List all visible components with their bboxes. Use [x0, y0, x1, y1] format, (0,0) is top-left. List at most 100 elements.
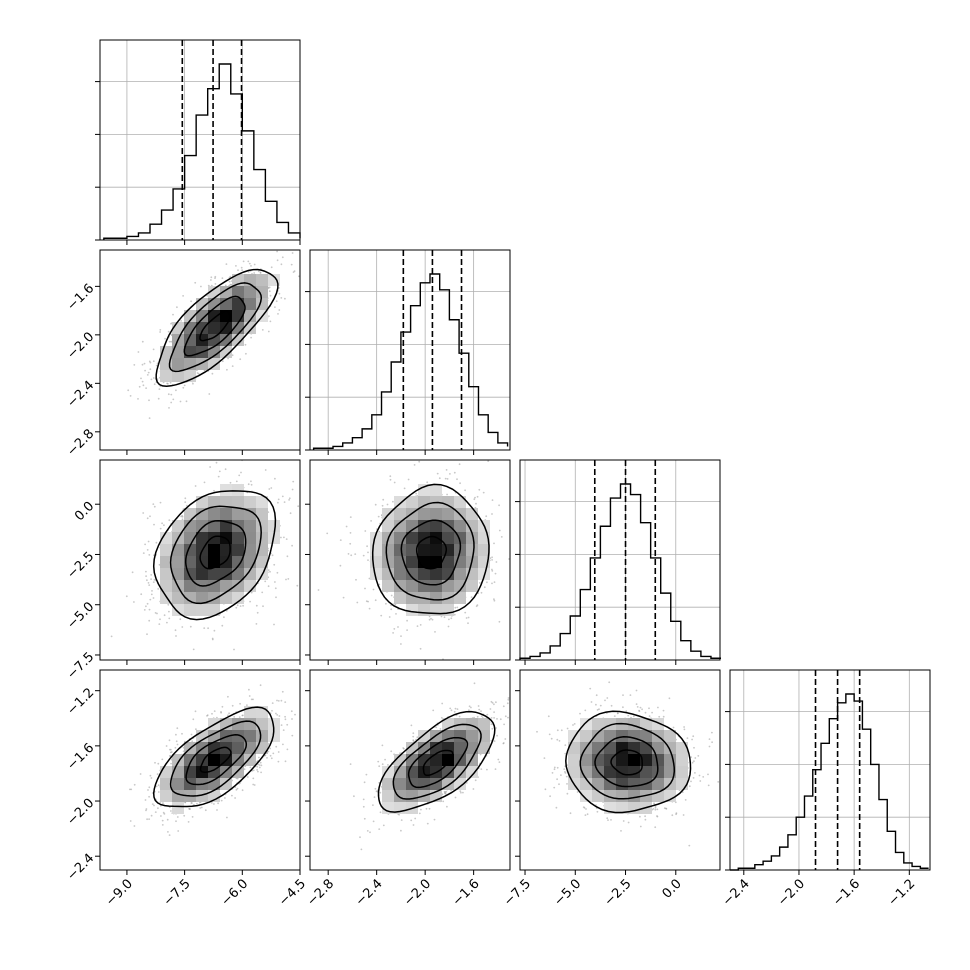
scatter-point — [248, 695, 251, 697]
density-cell — [232, 766, 244, 778]
scatter-point — [490, 700, 493, 703]
density-cell — [220, 568, 232, 580]
density-cell — [208, 496, 220, 508]
density-cell — [208, 334, 220, 346]
density-cell — [256, 520, 268, 532]
density-cell — [418, 544, 430, 556]
scatter-point — [227, 714, 229, 717]
scatter-point — [430, 617, 432, 620]
scatter-point — [169, 751, 172, 754]
scatter-point — [380, 614, 383, 617]
density-cell — [232, 556, 244, 568]
scatter-point — [215, 461, 218, 464]
scatter-point — [155, 364, 158, 367]
marginal-panel-1 — [305, 250, 510, 451]
density-cell — [394, 592, 406, 604]
density-cell — [478, 544, 490, 556]
density-cell — [232, 580, 244, 592]
scatter-point — [274, 587, 277, 590]
scatter-point — [200, 285, 202, 288]
scatter-point — [288, 499, 290, 501]
scatter-point — [143, 609, 146, 611]
density-cell — [454, 496, 466, 508]
scatter-point — [453, 471, 456, 474]
density-cell — [430, 484, 442, 496]
scatter-point — [491, 582, 493, 585]
scatter-point — [491, 513, 493, 515]
scatter-point — [389, 478, 392, 481]
scatter-point — [269, 570, 271, 573]
density-cell — [220, 544, 232, 556]
density-cell — [406, 580, 418, 592]
joint-panel-1-3 — [349, 682, 510, 851]
density-cell — [172, 544, 184, 556]
scatter-point — [444, 477, 447, 480]
density-cell — [220, 766, 232, 778]
scatter-point — [148, 608, 151, 611]
density-cell — [406, 544, 418, 556]
density-cell — [196, 322, 208, 334]
scatter-point — [133, 364, 136, 366]
scatter-point — [179, 400, 182, 403]
scatter-point — [247, 271, 250, 273]
scatter-point — [235, 606, 238, 609]
scatter-point — [349, 516, 352, 518]
marginal-frame-2 — [519, 459, 721, 661]
scatter-point — [150, 777, 153, 779]
scatter-point — [153, 804, 155, 807]
scatter-point — [175, 389, 177, 392]
scatter-point — [213, 629, 216, 632]
scatter-point — [247, 260, 250, 263]
density-cell — [232, 730, 244, 742]
density-cell — [244, 532, 256, 544]
scatter-point — [258, 756, 260, 759]
scatter-point — [257, 770, 259, 773]
density-cell — [394, 508, 406, 520]
scatter-point — [377, 515, 380, 518]
scatter-point — [275, 300, 278, 303]
scatter-point — [397, 626, 399, 628]
scatter-point — [268, 488, 271, 490]
density-cell — [184, 592, 196, 604]
scatter-point — [245, 352, 247, 355]
scatter-point — [191, 816, 194, 818]
density-cell — [184, 520, 196, 532]
density-cell — [268, 520, 280, 532]
scatter-point — [154, 811, 157, 813]
density-cell — [454, 580, 466, 592]
scatter-point — [464, 489, 466, 492]
scatter-point — [400, 643, 402, 645]
scatter-point — [239, 358, 242, 361]
scatter-point — [478, 582, 481, 584]
contour-line — [371, 483, 490, 615]
scatter-point — [180, 320, 183, 322]
scatter-point — [459, 482, 461, 485]
scatter-point — [275, 596, 277, 599]
density-cell — [208, 742, 220, 754]
scatter-point — [147, 540, 150, 543]
scatter-point — [203, 481, 206, 484]
scatter-point — [213, 489, 215, 492]
scatter-point — [458, 463, 461, 466]
scatter-point — [166, 818, 169, 821]
scatter-point — [161, 522, 164, 525]
scatter-point — [390, 608, 393, 611]
density-cell — [442, 544, 454, 556]
scatter-point — [214, 283, 217, 285]
scatter-point — [493, 598, 495, 601]
scatter-point — [280, 724, 283, 726]
scatter-point — [491, 559, 493, 561]
scatter-point — [174, 629, 177, 632]
scatter-point — [175, 740, 178, 743]
scatter-point — [170, 810, 172, 812]
scatter-point — [512, 591, 514, 593]
scatter-point — [153, 523, 155, 526]
scatter-point — [157, 588, 160, 590]
scatter-point — [419, 647, 422, 650]
x-tick-label: −2.0 — [775, 876, 808, 909]
scatter-point — [148, 619, 151, 622]
scatter-point — [278, 292, 281, 295]
joint-panel-0-3 — [129, 684, 296, 836]
scatter-point — [374, 599, 377, 602]
scatter-point — [291, 544, 293, 547]
